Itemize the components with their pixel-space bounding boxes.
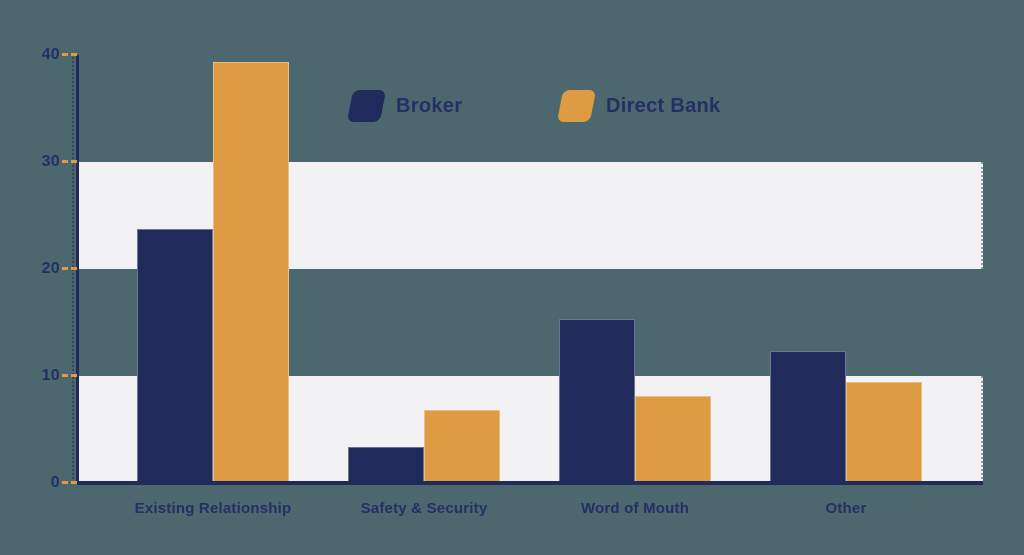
y-axis [76,55,79,483]
x-axis-label-word-of-mouth: Word of Mouth [580,500,690,517]
y-axis-tick-label-0: 0 [50,474,60,491]
y-axis-tick-label-40: 40 [41,46,60,63]
y-axis-tick-label-20: 20 [41,260,60,277]
broker-swatch-icon [346,90,387,122]
x-axis [77,481,983,485]
legend-label-direct-bank: Direct Bank [606,94,721,117]
legend-item-direct-bank: Direct Bank [556,88,721,124]
bar-broker-word-of-mouth [559,319,635,483]
y-axis-tick-mark-30 [62,160,77,163]
y-axis-tick-label-30: 30 [41,153,60,170]
y-axis-tick-mark-10 [62,374,77,377]
x-axis-label-safety-security: Safety & Security [360,500,488,517]
y-axis-tick-mark-40 [62,53,77,56]
bar-direct-bank-word-of-mouth [635,396,711,483]
bar-direct-bank-safety-security [424,410,500,483]
legend-label-broker: Broker [396,94,463,117]
bar-broker-other [770,351,846,483]
y-axis-tick-mark-0 [62,481,77,484]
x-axis-label-existing-relationship: Existing Relationship [134,500,292,517]
y-axis-tick-mark-20 [62,267,77,270]
bar-broker-existing-relationship [137,229,213,483]
y-axis-minor-ticks [72,57,74,483]
bar-direct-bank-other [846,382,922,483]
x-axis-label-other: Other [825,500,867,517]
bar-broker-safety-security [348,446,424,483]
bar-direct-bank-existing-relationship [213,62,289,483]
direct-bank-swatch-icon [556,90,597,122]
legend-item-broker: Broker [346,88,463,124]
y-axis-tick-label-10: 10 [41,367,60,384]
